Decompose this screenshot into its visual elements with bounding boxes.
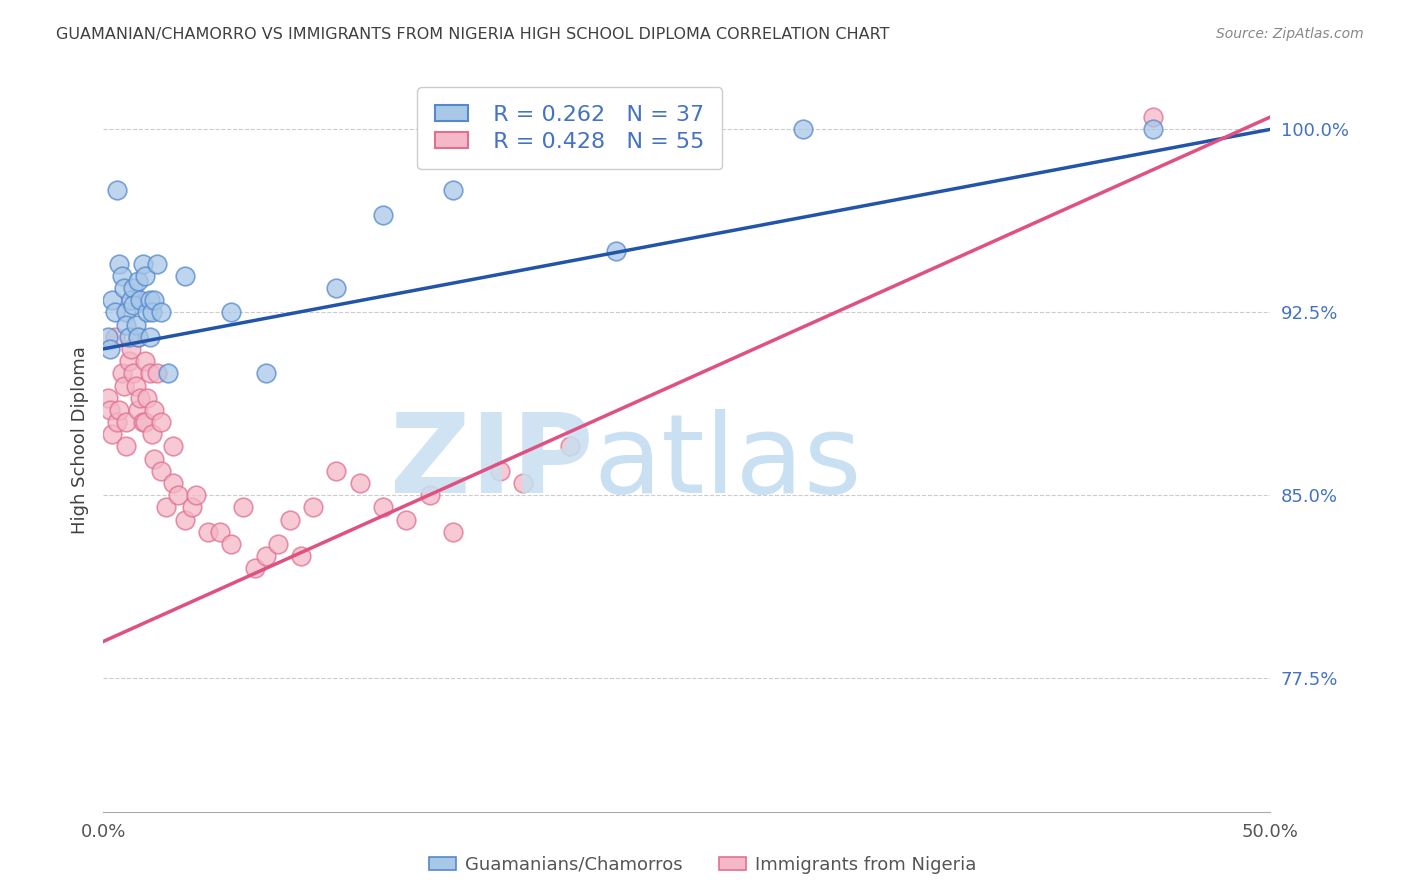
Point <box>278 513 301 527</box>
Point <box>139 293 162 308</box>
Point <box>558 440 581 454</box>
Point <box>232 500 254 515</box>
Point <box>112 378 135 392</box>
Point <box>132 256 155 270</box>
Point <box>208 524 231 539</box>
Point <box>127 403 149 417</box>
Point <box>325 464 347 478</box>
Point <box>122 298 145 312</box>
Point <box>101 293 124 308</box>
Point <box>1142 110 1164 124</box>
Point <box>98 342 121 356</box>
Point <box>162 476 184 491</box>
Point <box>146 256 169 270</box>
Point <box>302 500 325 515</box>
Point <box>221 305 243 319</box>
Point <box>97 330 120 344</box>
Point <box>105 183 128 197</box>
Point <box>1142 122 1164 136</box>
Text: Source: ZipAtlas.com: Source: ZipAtlas.com <box>1216 27 1364 41</box>
Point <box>150 464 173 478</box>
Point <box>127 330 149 344</box>
Point <box>134 268 156 283</box>
Point <box>120 293 142 308</box>
Point <box>108 403 131 417</box>
Point <box>108 256 131 270</box>
Point <box>325 281 347 295</box>
Point <box>118 330 141 344</box>
Point <box>97 391 120 405</box>
Point <box>441 524 464 539</box>
Point <box>155 500 177 515</box>
Point <box>180 500 202 515</box>
Point <box>115 318 138 332</box>
Point <box>157 367 180 381</box>
Point <box>256 549 278 564</box>
Point <box>141 427 163 442</box>
Point <box>243 561 266 575</box>
Point <box>349 476 371 491</box>
Point <box>129 293 152 308</box>
Point <box>441 183 464 197</box>
Point <box>112 281 135 295</box>
Text: ZIP: ZIP <box>389 409 593 516</box>
Point <box>166 488 188 502</box>
Point <box>512 476 534 491</box>
Point <box>139 367 162 381</box>
Point <box>105 415 128 429</box>
Point <box>371 500 394 515</box>
Point <box>150 415 173 429</box>
Point <box>173 268 195 283</box>
Point <box>605 244 627 259</box>
Point <box>162 440 184 454</box>
Point <box>132 415 155 429</box>
Point <box>141 305 163 319</box>
Point <box>197 524 219 539</box>
Point <box>111 268 134 283</box>
Point <box>290 549 312 564</box>
Point <box>186 488 208 502</box>
Point <box>173 513 195 527</box>
Point <box>143 451 166 466</box>
Point <box>104 305 127 319</box>
Y-axis label: High School Diploma: High School Diploma <box>72 346 89 534</box>
Point <box>143 403 166 417</box>
Point <box>101 427 124 442</box>
Point <box>221 537 243 551</box>
Point <box>120 342 142 356</box>
Point <box>129 391 152 405</box>
Point <box>371 208 394 222</box>
Point <box>134 354 156 368</box>
Legend:   R = 0.262   N = 37,   R = 0.428   N = 55: R = 0.262 N = 37, R = 0.428 N = 55 <box>418 87 723 169</box>
Point <box>136 391 159 405</box>
Point <box>395 513 418 527</box>
Point <box>146 367 169 381</box>
Point <box>134 415 156 429</box>
Point <box>115 305 138 319</box>
Legend: Guamanians/Chamorros, Immigrants from Nigeria: Guamanians/Chamorros, Immigrants from Ni… <box>420 847 986 883</box>
Point <box>139 330 162 344</box>
Point <box>125 318 148 332</box>
Point <box>267 537 290 551</box>
Point <box>150 305 173 319</box>
Text: GUAMANIAN/CHAMORRO VS IMMIGRANTS FROM NIGERIA HIGH SCHOOL DIPLOMA CORRELATION CH: GUAMANIAN/CHAMORRO VS IMMIGRANTS FROM NI… <box>56 27 890 42</box>
Point <box>118 354 141 368</box>
Text: atlas: atlas <box>593 409 862 516</box>
Point <box>488 464 510 478</box>
Point <box>143 293 166 308</box>
Point <box>125 378 148 392</box>
Point <box>111 367 134 381</box>
Point <box>98 403 121 417</box>
Point <box>127 330 149 344</box>
Point <box>256 367 278 381</box>
Point <box>122 367 145 381</box>
Point <box>115 415 138 429</box>
Point <box>104 330 127 344</box>
Point <box>419 488 441 502</box>
Point <box>115 440 138 454</box>
Point <box>792 122 814 136</box>
Point <box>136 305 159 319</box>
Point <box>127 274 149 288</box>
Point <box>122 281 145 295</box>
